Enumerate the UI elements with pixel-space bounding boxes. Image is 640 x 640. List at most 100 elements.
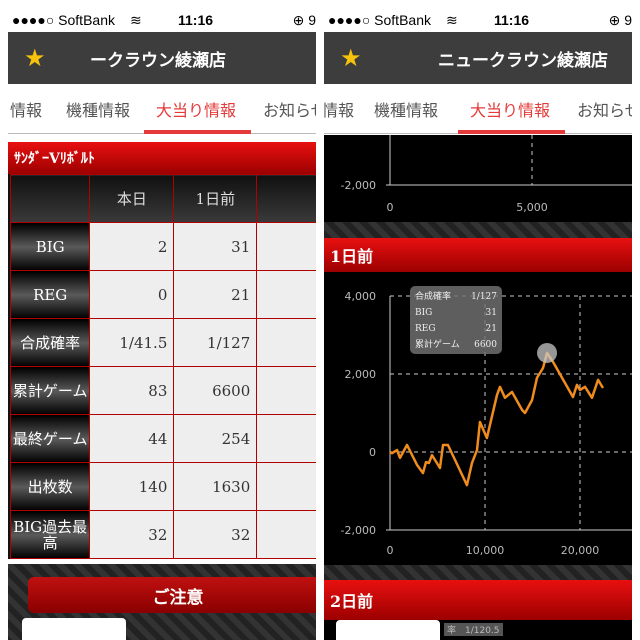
- tab-machine-info[interactable]: 機種情報: [66, 100, 131, 120]
- section-header-2day: 2日前: [324, 580, 632, 620]
- more-value: [256, 510, 316, 559]
- y-tick-label: 2,000: [345, 368, 377, 381]
- tooltip-row: REG 21: [415, 321, 497, 337]
- table-row: BIG過去最高 32 32: [9, 510, 316, 559]
- bottom-box: [22, 618, 126, 640]
- bottom-box: [336, 620, 440, 640]
- today-value: 140: [89, 462, 175, 511]
- tooltip-key: 累計ゲーム: [415, 340, 460, 350]
- carrier: ●●●●○ SoftBank: [328, 12, 431, 28]
- today-value: 32: [89, 510, 175, 559]
- tooltip-value: 21: [485, 324, 497, 334]
- chart-tooltip: 率 1/120.5: [444, 623, 503, 636]
- highlight-point: [537, 342, 558, 363]
- row-label: BIG: [9, 222, 91, 271]
- data-table-wrap: 本日 1日前 BIG 2 31 REG 0 21 合成確率 1/41.5 1/127 累計ゲーム 8…: [8, 174, 316, 559]
- row-label: BIG過去最高: [9, 510, 91, 559]
- x-tick-label: 5,000: [516, 201, 548, 214]
- more-value: [256, 414, 316, 463]
- tooltip-value: 31: [485, 308, 497, 318]
- more-value: [256, 462, 316, 511]
- tooltip-value: 1/127: [471, 292, 497, 302]
- x-tick-label: 0: [387, 544, 394, 557]
- col-header-label: [9, 174, 91, 223]
- divider-pattern: [324, 222, 632, 238]
- tab-info[interactable]: 情報: [324, 100, 355, 120]
- clock: 11:16: [494, 12, 530, 28]
- data-table: 本日 1日前 BIG 2 31 REG 0 21 合成確率 1/41.5 1/127 累計ゲーム 8…: [9, 174, 316, 559]
- active-tab-indicator: [144, 130, 251, 134]
- status-bar: ●●●●○ SoftBank ≋ 11:16 ⊕ 9: [8, 8, 316, 32]
- prev-value: 1/127: [173, 318, 258, 367]
- wifi-icon: ≋: [446, 11, 458, 28]
- x-tick-label: 0: [387, 201, 394, 214]
- x-tick-label: 20,000: [561, 544, 600, 557]
- divider-pattern: [324, 565, 632, 581]
- table-row: 累計ゲーム 83 6600: [9, 366, 316, 415]
- today-value: 44: [89, 414, 175, 463]
- col-header-more: [256, 174, 316, 223]
- table-row: 合成確率 1/41.5 1/127: [9, 318, 316, 367]
- more-value: [256, 318, 316, 367]
- carrier: ●●●●○ SoftBank: [12, 12, 115, 28]
- col-header-today: 本日: [89, 174, 175, 223]
- section-title: 2日前: [330, 592, 374, 611]
- left-screen: ●●●●○ SoftBank ≋ 11:16 ⊕ 9 ★ ークラウン綾瀬店 情報…: [8, 8, 316, 640]
- tab-bar: 情報 機種情報 大当り情報 お知らせ: [324, 84, 632, 134]
- tooltip-key: BIG: [415, 308, 433, 318]
- section-title: 1日前: [330, 247, 374, 266]
- machine-title-bar: ｻﾝﾀﾞｰVﾘﾎﾞﾙﾄ: [8, 142, 316, 174]
- star-icon[interactable]: ★: [340, 44, 362, 72]
- chart-tooltip: 合成確率 1/127 BIG 31 REG 21 累計ゲーム 6600: [410, 286, 502, 354]
- tooltip-row: BIG 31: [415, 305, 497, 321]
- tab-news[interactable]: お知らせ: [263, 100, 316, 120]
- right-screen: ●●●●○ SoftBank ≋ 11:16 ⊕ 9 ★ ニュークラウン綾瀬店 …: [324, 8, 632, 640]
- store-title: ニュークラウン綾瀬店: [438, 50, 608, 71]
- active-tab-indicator: [458, 130, 565, 134]
- tab-machine-info[interactable]: 機種情報: [374, 100, 439, 120]
- table-row: 出枚数 140 1630: [9, 462, 316, 511]
- prev-value: 31: [173, 222, 258, 271]
- prev-value: 21: [173, 270, 258, 319]
- tab-news[interactable]: お知らせ: [577, 100, 632, 120]
- y-tick-label: -2,000: [341, 524, 376, 537]
- row-label: 合成確率: [9, 318, 91, 367]
- star-icon[interactable]: ★: [24, 44, 46, 72]
- more-value: [256, 366, 316, 415]
- notice-button[interactable]: ご注意: [28, 577, 316, 613]
- y-tick-label: -2,000: [341, 179, 376, 192]
- store-title: ークラウン綾瀬店: [90, 50, 226, 71]
- section-header-1day: 1日前: [324, 238, 632, 272]
- battery-indicator: ⊕ 9: [608, 11, 632, 28]
- status-bar: ●●●●○ SoftBank ≋ 11:16 ⊕ 9: [324, 8, 632, 32]
- table-row: REG 0 21: [9, 270, 316, 319]
- x-tick-label: 10,000: [466, 544, 505, 557]
- col-header-prev: 1日前: [173, 174, 258, 223]
- tab-bar: 情報 機種情報 大当り情報 お知らせ: [8, 84, 316, 134]
- battery-indicator: ⊕ 9: [292, 11, 316, 28]
- prev-value: 32: [173, 510, 258, 559]
- today-value: 1/41.5: [89, 318, 175, 367]
- tooltip-value: 6600: [474, 340, 497, 350]
- tab-jackpot-info[interactable]: 大当り情報: [156, 100, 237, 120]
- y-tick-label: 4,000: [345, 290, 377, 303]
- machine-name: ｻﾝﾀﾞｰVﾘﾎﾞﾙﾄ: [14, 151, 95, 167]
- wifi-icon: ≋: [130, 11, 142, 28]
- tooltip-row: 累計ゲーム 6600: [415, 337, 497, 353]
- tooltip-row: 合成確率 1/127: [415, 289, 497, 305]
- y-tick-label: 0: [369, 446, 376, 459]
- more-value: [256, 222, 316, 271]
- app-header: ★ ークラウン綾瀬店: [8, 32, 316, 84]
- today-value: 2: [89, 222, 175, 271]
- more-value: [256, 270, 316, 319]
- tooltip-key: 合成確率: [415, 292, 452, 302]
- row-label: 出枚数: [9, 462, 91, 511]
- app-header: ★ ニュークラウン綾瀬店: [324, 32, 632, 84]
- tab-jackpot-info[interactable]: 大当り情報: [470, 100, 551, 120]
- prev-value: 6600: [173, 366, 258, 415]
- clock: 11:16: [178, 12, 214, 28]
- row-label: REG: [9, 270, 91, 319]
- today-chart-fragment: -2,000 0 5,000: [324, 135, 632, 235]
- tab-info[interactable]: 情報: [10, 100, 43, 120]
- row-label: 累計ゲーム: [9, 366, 91, 415]
